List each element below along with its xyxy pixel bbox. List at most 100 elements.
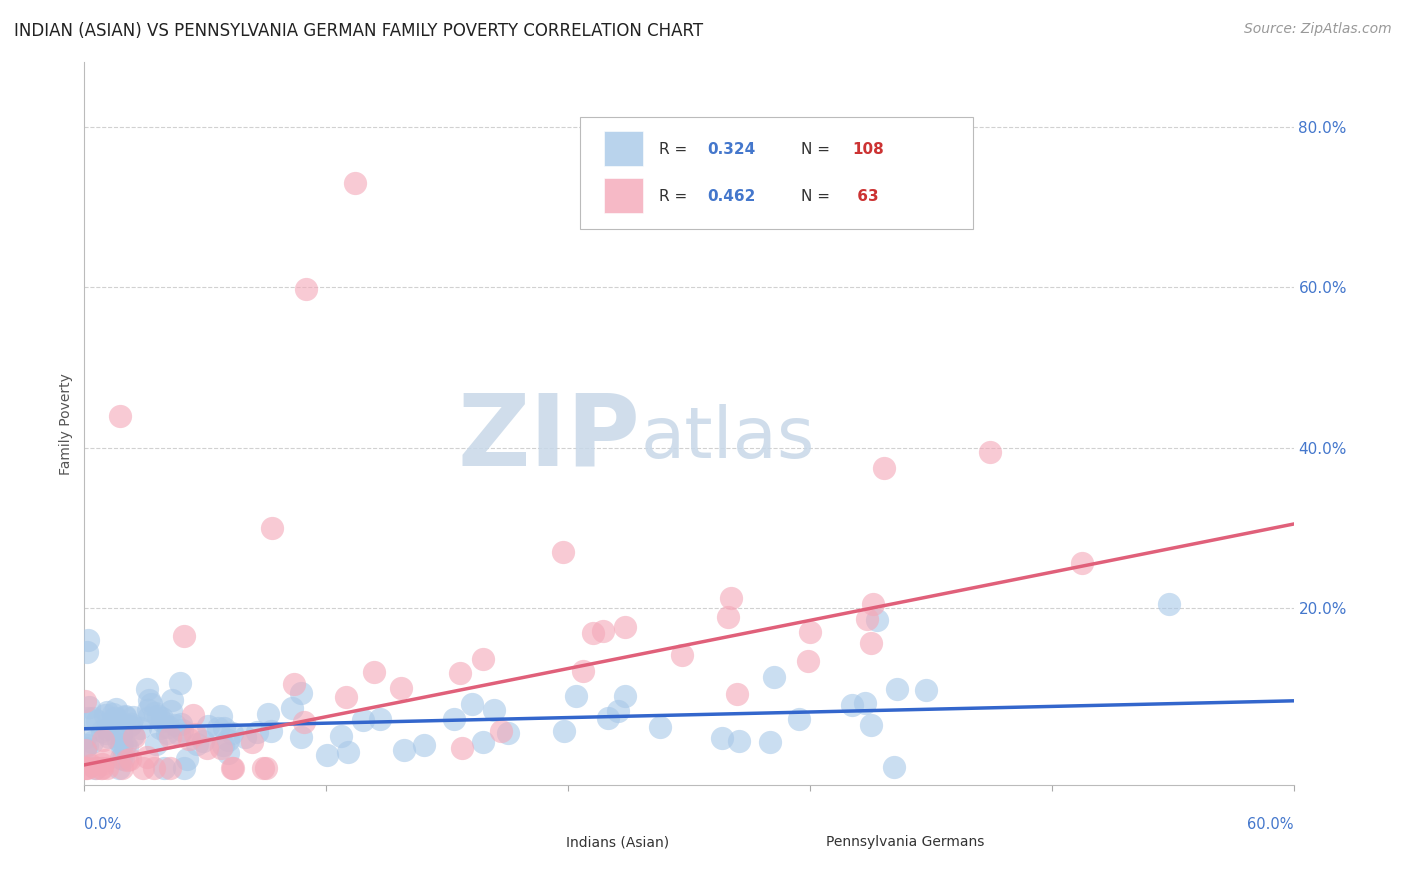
Point: [108, 761, 131, 775]
Text: R =: R =: [659, 142, 692, 157]
Point: [114, 710, 136, 724]
Point: [173, 761, 195, 775]
Text: 60.0%: 60.0%: [1247, 817, 1294, 832]
Point: [222, 761, 245, 775]
Point: [335, 690, 357, 704]
Point: [122, 730, 145, 744]
Point: [91, 733, 114, 747]
Point: [167, 727, 190, 741]
Point: [138, 711, 160, 725]
Point: [110, 727, 132, 741]
Point: [110, 751, 132, 765]
Point: [613, 690, 636, 704]
Point: [915, 682, 938, 697]
Text: 63: 63: [852, 188, 879, 203]
Point: [91, 757, 114, 772]
Point: [860, 636, 883, 650]
Point: [75, 742, 97, 756]
Point: [797, 654, 820, 668]
Point: [110, 409, 132, 423]
Point: [162, 693, 184, 707]
Point: [96, 723, 118, 737]
Point: [412, 738, 434, 752]
Point: [290, 730, 312, 744]
Point: [607, 704, 630, 718]
Point: [254, 761, 277, 775]
Point: [295, 282, 318, 296]
Point: [316, 748, 339, 763]
Point: [461, 697, 484, 711]
Point: [866, 614, 889, 628]
Point: [90, 761, 112, 775]
Point: [115, 739, 138, 754]
Point: [553, 724, 575, 739]
Point: [173, 629, 195, 643]
Point: [1071, 556, 1094, 570]
Point: [392, 743, 415, 757]
Point: [101, 706, 124, 721]
Point: [252, 761, 274, 775]
Point: [363, 665, 385, 679]
Point: [799, 624, 821, 639]
Text: 0.462: 0.462: [707, 188, 755, 203]
Point: [152, 714, 174, 728]
Text: Source: ZipAtlas.com: Source: ZipAtlas.com: [1244, 22, 1392, 37]
Point: [111, 761, 134, 775]
Point: [496, 726, 519, 740]
Point: [118, 719, 141, 733]
Point: [105, 702, 128, 716]
Point: [209, 708, 232, 723]
Point: [163, 718, 186, 732]
Point: [195, 740, 218, 755]
Text: Pennsylvania Germans: Pennsylvania Germans: [825, 835, 984, 849]
Point: [114, 738, 136, 752]
Point: [148, 708, 170, 723]
Point: [114, 709, 136, 723]
Point: [368, 712, 391, 726]
Point: [886, 681, 908, 696]
Point: [217, 732, 239, 747]
Point: [209, 740, 232, 755]
Point: [115, 753, 138, 767]
Text: INDIAN (ASIAN) VS PENNSYLVANIA GERMAN FAMILY POVERTY CORRELATION CHART: INDIAN (ASIAN) VS PENNSYLVANIA GERMAN FA…: [14, 22, 703, 40]
Point: [233, 731, 256, 745]
Point: [159, 761, 181, 775]
Point: [212, 721, 235, 735]
Point: [132, 761, 155, 775]
Text: ZIP: ZIP: [458, 390, 641, 487]
Point: [156, 726, 179, 740]
Point: [176, 752, 198, 766]
Point: [853, 696, 876, 710]
Point: [84, 761, 107, 775]
Point: [572, 665, 595, 679]
Point: [183, 727, 205, 741]
Point: [96, 726, 118, 740]
Point: [75, 761, 97, 775]
Point: [160, 704, 183, 718]
Point: [149, 722, 172, 736]
Point: [136, 703, 159, 717]
Point: [73, 740, 96, 755]
Point: [76, 646, 98, 660]
Point: [150, 711, 173, 725]
Point: [143, 706, 166, 721]
Point: [565, 689, 588, 703]
Point: [728, 733, 751, 747]
Text: atlas: atlas: [641, 404, 815, 473]
Point: [671, 648, 693, 662]
Point: [107, 733, 129, 747]
Point: [873, 460, 896, 475]
FancyBboxPatch shape: [605, 131, 643, 166]
Point: [582, 626, 605, 640]
Point: [451, 740, 474, 755]
Point: [179, 732, 201, 747]
Point: [110, 738, 132, 752]
Point: [292, 714, 315, 729]
Point: [93, 752, 115, 766]
Point: [129, 721, 152, 735]
Point: [136, 750, 159, 764]
Point: [592, 624, 614, 638]
FancyBboxPatch shape: [520, 829, 555, 857]
Point: [613, 620, 636, 634]
Point: [489, 723, 512, 738]
